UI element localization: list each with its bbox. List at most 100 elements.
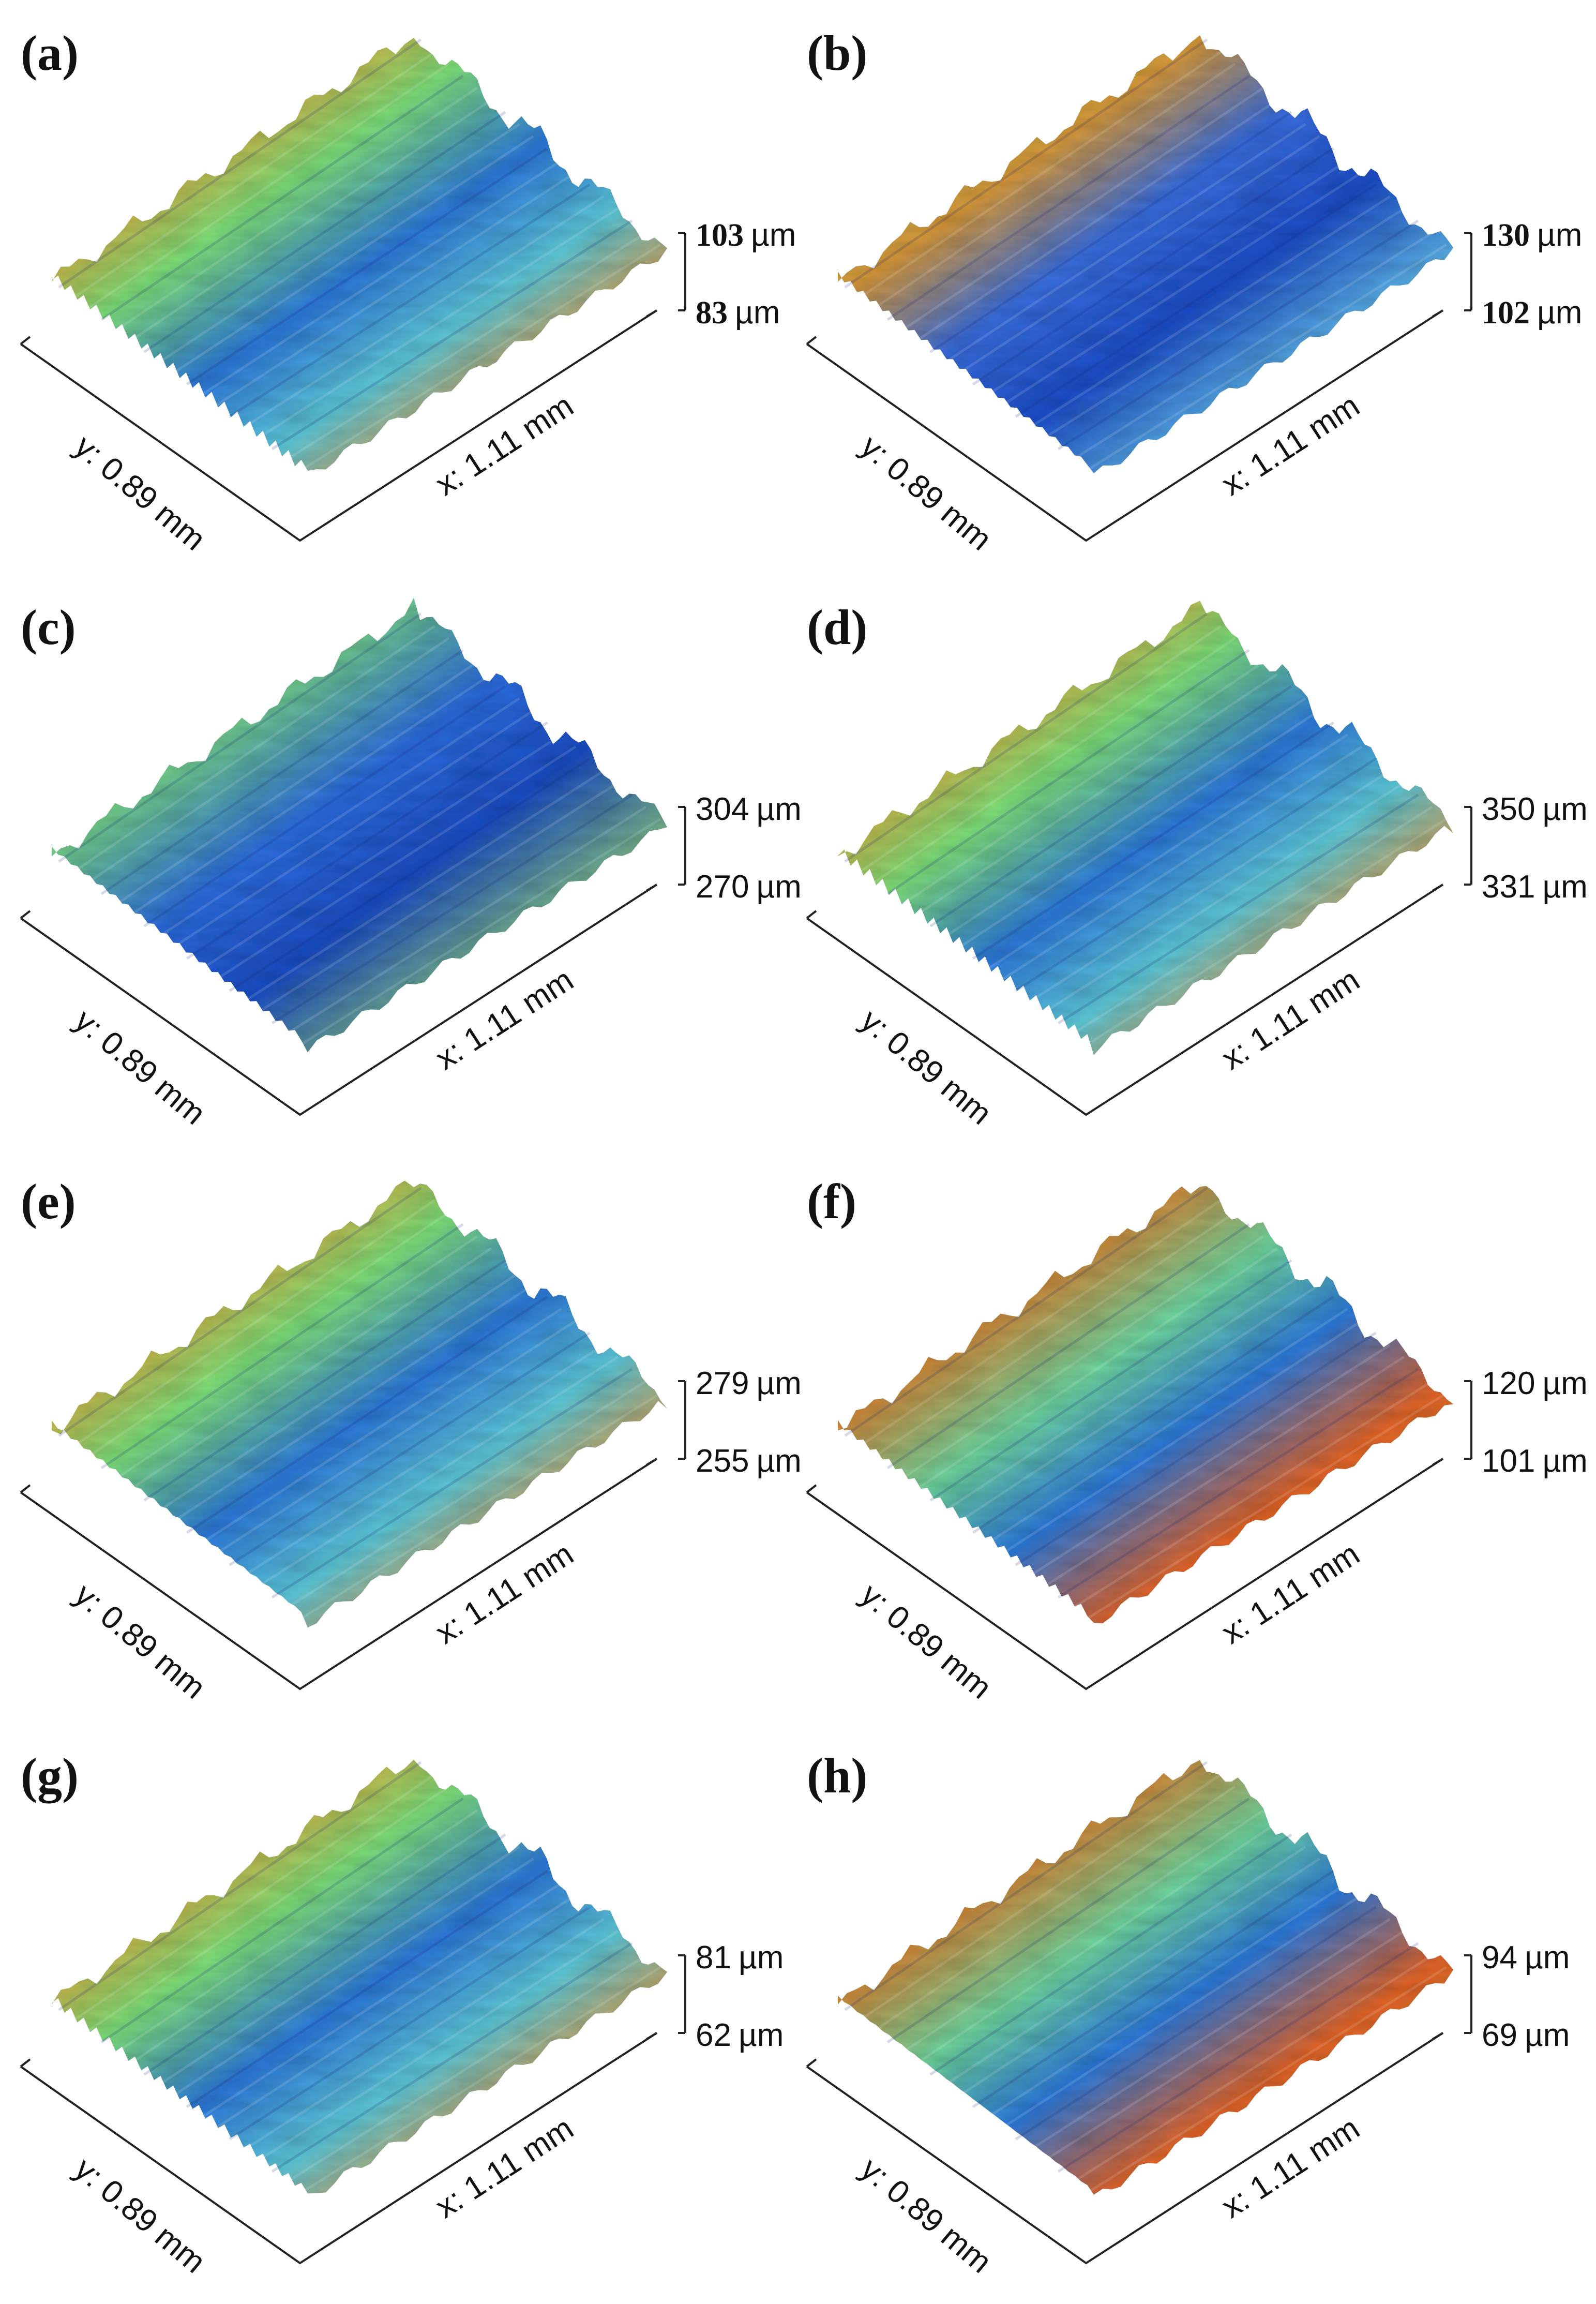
- surface-ridge: [1057, 219, 1419, 451]
- surface-ridge: [115, 661, 478, 906]
- x-axis-label: x: 1.11 mm: [429, 962, 580, 1076]
- z-axis-max-label: 103 µm: [696, 217, 796, 253]
- surface-ridge: [86, 1211, 450, 1459]
- panel-g: (g) y: 0.89 mm x: 1.11 mm 81 µm 62 µm: [20, 1748, 784, 2280]
- surface-ridge: [229, 183, 591, 418]
- surface-ridge: [1072, 1380, 1433, 1609]
- axis-tick: [645, 2032, 658, 2040]
- surface-ridge: [271, 1368, 633, 1599]
- surface-ridge: [1072, 805, 1433, 1035]
- axis-frame: [806, 309, 1444, 542]
- surface-ridge: [915, 1247, 1278, 1491]
- surface-ridge: [1029, 195, 1391, 429]
- surface-ridge: [86, 1785, 450, 2033]
- surface-ridge: [172, 1283, 534, 1523]
- surface-ridge: [958, 709, 1320, 949]
- surface-ridge: [1000, 1894, 1363, 2130]
- surface-ridge: [972, 1295, 1334, 1534]
- panel-f: (f) y: 0.89 mm x: 1.11 mm 120 µm 101 µm: [806, 1174, 1588, 1706]
- surface-ridge: [200, 733, 563, 970]
- surface-ridge: [115, 1235, 478, 1480]
- z-axis-min-label: 69 µm: [1482, 2017, 1570, 2053]
- surface-ridge: [901, 86, 1264, 332]
- panel-d: (d) y: 0.89 mm x: 1.11 mm 350 µm 331 µm: [806, 600, 1588, 1132]
- surface-ridge: [72, 624, 436, 874]
- surface-ridge: [958, 135, 1320, 375]
- surface-ridge: [243, 1918, 605, 2151]
- surface-ridge: [200, 1881, 563, 2119]
- surface-plot: [837, 1759, 1454, 2195]
- surface-ridge: [886, 1797, 1250, 2043]
- x-axis-label: x: 1.11 mm: [1215, 962, 1366, 1076]
- surface-ridge: [972, 721, 1334, 960]
- surface-ridge: [972, 1869, 1334, 2108]
- surface-ridge: [243, 769, 605, 1003]
- surface-ridge: [299, 244, 661, 472]
- surface-ridge: [943, 1271, 1306, 1513]
- surface-ridge: [929, 1833, 1292, 2076]
- axis-tick: [1432, 1458, 1444, 1466]
- surface-ridge: [186, 721, 548, 960]
- surface-ridge: [186, 147, 548, 385]
- surface-ridge: [986, 1307, 1349, 1545]
- surface-ridge: [129, 1821, 492, 2065]
- panel-label: (h): [807, 1748, 867, 1803]
- surface-ridge: [285, 231, 647, 461]
- surface-ridge: [72, 50, 436, 300]
- z-axis-min-label: 62 µm: [696, 2017, 784, 2053]
- surface-ridge: [257, 1930, 619, 2162]
- surface-ridge: [872, 637, 1236, 885]
- axis-tick: [1432, 2032, 1444, 2040]
- surface-plot: [51, 37, 668, 471]
- axis-tick: [20, 336, 31, 345]
- surface-ridge: [100, 1223, 464, 1469]
- surface-ridge: [1015, 1906, 1377, 2141]
- surface-ridge: [243, 1343, 605, 1577]
- axis-tick: [806, 2058, 817, 2068]
- surface-ridge: [844, 612, 1208, 863]
- x-axis-label: x: 1.11 mm: [429, 387, 580, 502]
- z-axis-max-label: 130 µm: [1482, 217, 1582, 253]
- surface-ridge: [943, 123, 1306, 364]
- y-axis-label: y: 0.89 mm: [68, 1577, 212, 1706]
- surface-ridge: [299, 818, 661, 1046]
- surface-ridge: [929, 685, 1292, 927]
- surface-ridge: [1043, 1356, 1405, 1588]
- surface-ridge: [271, 794, 633, 1025]
- surface-ridge: [143, 685, 506, 927]
- panel-grid: (a) y: 0.89 mm x: 1.11 mm 103 µm 83 µm (b) y: 0.…: [20, 25, 1588, 2280]
- surface-ridge: [1029, 1918, 1391, 2151]
- surface-ridge: [1043, 1930, 1405, 2162]
- surface-ridge: [986, 159, 1349, 396]
- surface-ridge: [901, 1809, 1264, 2054]
- surface-ridge: [1072, 231, 1433, 461]
- surface-plot: [837, 1186, 1454, 1624]
- panel-label: (f): [807, 1174, 856, 1229]
- surface-ridge: [1000, 171, 1363, 407]
- panel-label: (e): [21, 1174, 76, 1229]
- surface-ridge: [271, 1942, 633, 2173]
- panel-e: (e) y: 0.89 mm x: 1.11 mm 279 µm 255 µm: [20, 1174, 802, 1706]
- surface-ridge: [901, 1235, 1264, 1480]
- surface-ridge: [844, 38, 1208, 289]
- surface-ridge: [157, 123, 520, 364]
- panel-label: (g): [21, 1748, 79, 1803]
- x-axis-label: x: 1.11 mm: [429, 2110, 580, 2225]
- surface-ridge: [886, 649, 1250, 895]
- surface-ridge: [858, 50, 1222, 300]
- surface-ridge: [958, 1283, 1320, 1523]
- axis-frame: [806, 2032, 1444, 2265]
- surface-ridge: [915, 1821, 1278, 2065]
- z-axis-max-label: 81 µm: [696, 1940, 784, 1976]
- surface-ridge: [1086, 1966, 1447, 2194]
- axis-frame: [806, 1458, 1444, 1690]
- surface-plot: [837, 35, 1454, 474]
- x-axis-label: x: 1.11 mm: [1215, 2110, 1366, 2225]
- panel-h: (h) y: 0.89 mm x: 1.11 mm 94 µm 69 µm: [806, 1748, 1570, 2280]
- surface-ridge: [129, 673, 492, 917]
- surface-ridge: [929, 111, 1292, 353]
- panel-label: (d): [807, 600, 867, 655]
- surface-plot: [51, 1759, 668, 2194]
- surface-ridge: [285, 1954, 647, 2183]
